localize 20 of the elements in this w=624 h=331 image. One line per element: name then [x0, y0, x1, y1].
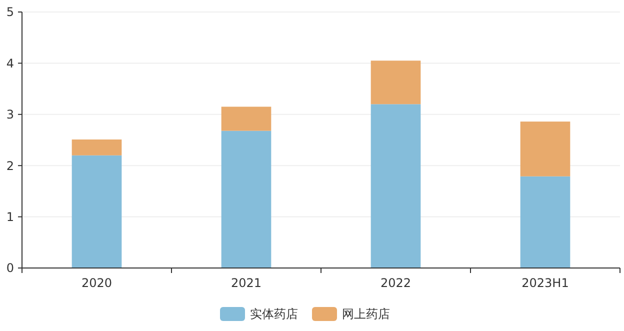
x-tick-label: 2022 — [380, 276, 412, 290]
y-tick-label: 1 — [6, 210, 14, 224]
y-tick-label: 5 — [6, 5, 14, 20]
y-tick-label: 4 — [6, 56, 14, 70]
x-tick-label: 2021 — [230, 276, 262, 290]
bar — [72, 139, 122, 156]
bar — [221, 130, 272, 268]
legend-label: 网上药店 — [342, 307, 390, 322]
y-tick-label: 2 — [6, 158, 14, 173]
bar — [221, 106, 272, 131]
bar — [520, 176, 570, 268]
bar — [72, 155, 122, 268]
y-tick-label: 0 — [6, 261, 14, 276]
y-tick-label: 3 — [6, 108, 14, 122]
bar — [370, 60, 421, 104]
x-tick-label: 2023H1 — [522, 276, 569, 290]
bar — [370, 104, 421, 268]
x-tick-label: 2020 — [81, 276, 112, 290]
legend-label: 实体药店 — [250, 307, 298, 322]
bar — [520, 122, 570, 176]
